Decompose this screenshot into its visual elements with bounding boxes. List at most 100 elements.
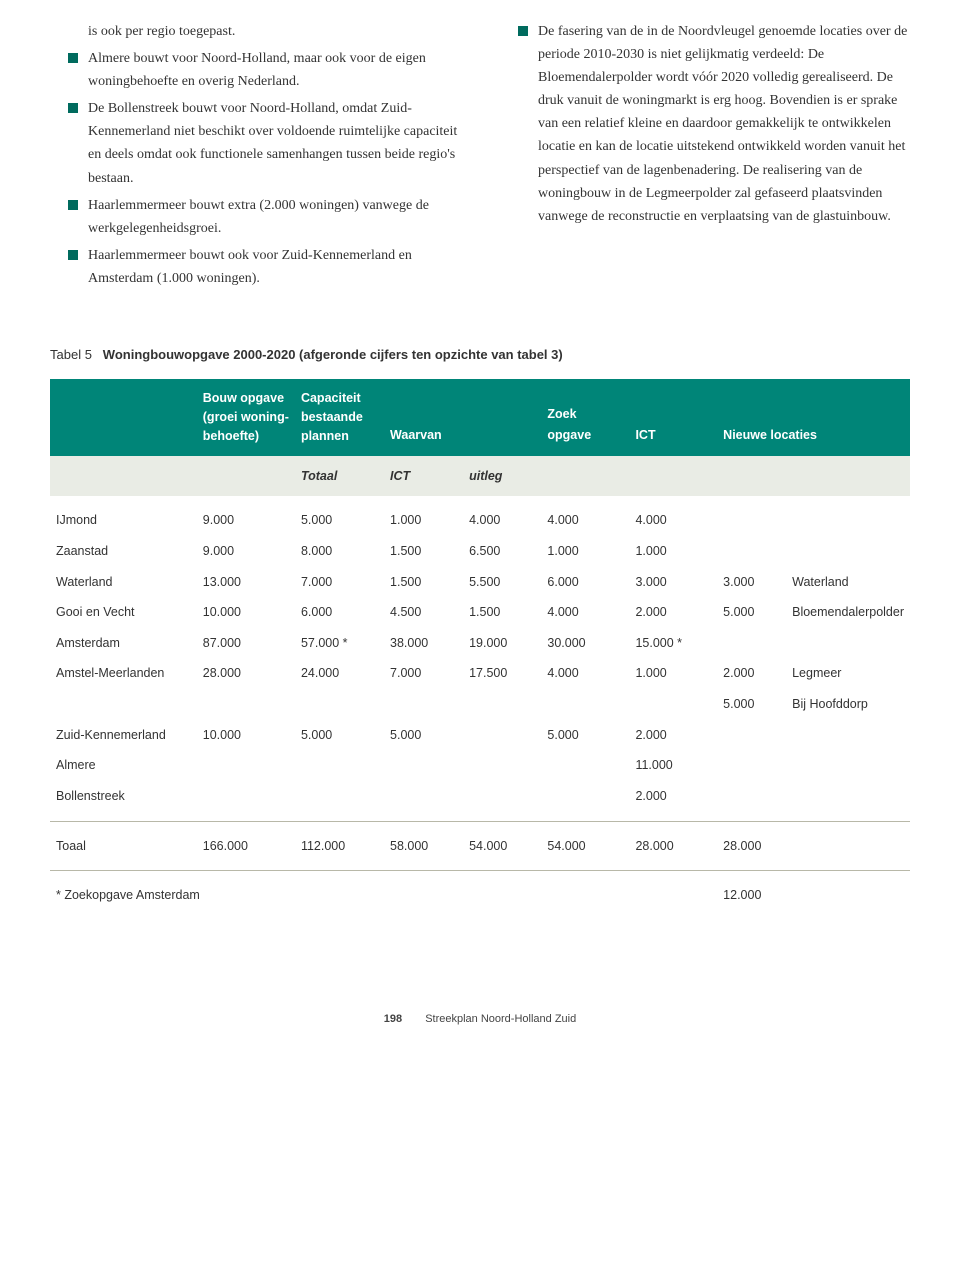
table-cell: 10.000 [197,597,295,628]
table-title: Woningbouwopgave 2000-2020 (afgeronde ci… [103,347,563,362]
table-number: Tabel 5 [50,347,92,362]
page-number: 198 [384,1013,402,1025]
table-cell: 2.000 [629,597,717,628]
table-row: Waterland13.0007.0001.5005.5006.0003.000… [50,567,910,598]
table-cell: 2.000 [629,781,717,821]
bullet-item: Haarlemmermeer bouwt ook voor Zuid-Kenne… [50,244,460,290]
table-cell [197,750,295,781]
table-cell [463,750,541,781]
table-cell [384,781,463,821]
table-cell [717,628,786,659]
table-cell: Almere [50,750,197,781]
footnote-value: 12.000 [717,871,786,920]
table-cell: 30.000 [541,628,629,659]
table-cell: Amstel-Meerlanden [50,658,197,689]
table-cell: 54.000 [541,821,629,871]
table-cell [786,781,910,821]
table-cell: 3.000 [629,567,717,598]
bullet-item: Almere bouwt voor Noord-Holland, maar oo… [50,47,460,93]
table-header-secondary: Totaal ICT uitleg [50,456,910,497]
table-row: IJmond9.0005.0001.0004.0004.0004.000 [50,496,910,536]
table-cell [786,628,910,659]
table-cell [717,496,786,536]
table-cell: 5.500 [463,567,541,598]
table-header-primary: Bouw opgave (groei woning-behoefte) Capa… [50,379,910,455]
bullet-text: De fasering van de in de Noordvleugel ge… [538,20,910,228]
table-cell: 1.000 [629,536,717,567]
table-cell: Toaal [50,821,197,871]
table-total-row: Toaal166.000112.00058.00054.00054.00028.… [50,821,910,871]
th-capaciteit: Capaciteit bestaande plannen [295,379,384,455]
table-cell: 2.000 [717,658,786,689]
table-cell: 4.500 [384,597,463,628]
table-cell: 6.500 [463,536,541,567]
document-title: Streekplan Noord-Holland Zuid [425,1013,576,1025]
page-footer: 198 Streekplan Noord-Holland Zuid [50,1010,910,1028]
table-cell: 1.500 [384,536,463,567]
table-cell: 6.000 [541,567,629,598]
table-cell [541,781,629,821]
data-table: Bouw opgave (groei woning-behoefte) Capa… [50,379,910,919]
table-cell: 57.000 * [295,628,384,659]
table-cell [786,750,910,781]
table-cell: 1.000 [629,658,717,689]
th-totaal: Totaal [295,456,384,497]
table-cell [463,689,541,720]
square-bullet-icon [68,200,78,210]
table-cell: 28.000 [717,821,786,871]
square-bullet-icon [518,26,528,36]
table-row: Amsterdam87.00057.000 *38.00019.00030.00… [50,628,910,659]
footnote-label: * Zoekopgave Amsterdam [50,871,717,920]
bullet-item: De Bollenstreek bouwt voor Noord-Holland… [50,97,460,189]
table-cell: 28.000 [629,821,717,871]
table-cell [717,750,786,781]
table-cell [717,720,786,751]
table-cell: IJmond [50,496,197,536]
table-cell: 1.000 [384,496,463,536]
table-cell: 9.000 [197,536,295,567]
table-cell [541,750,629,781]
table-cell: Legmeer [786,658,910,689]
table-cell: 112.000 [295,821,384,871]
table-row: Almere 11.000 [50,750,910,781]
square-bullet-icon [68,250,78,260]
th-bouwopgave: Bouw opgave (groei woning-behoefte) [197,379,295,455]
th-zoekopgave: Zoek opgave [541,379,629,455]
table-cell: 5.000 [717,597,786,628]
table-cell: Bloemendalerpolder [786,597,910,628]
table-cell: 5.000 [541,720,629,751]
table-cell [463,720,541,751]
table-cell [384,689,463,720]
square-bullet-icon [68,103,78,113]
table-cell: 4.000 [463,496,541,536]
table-cell [786,821,910,871]
table-cell: 87.000 [197,628,295,659]
table-cell: 38.000 [384,628,463,659]
table-cell: 5.000 [717,689,786,720]
table-cell: 24.000 [295,658,384,689]
table-row: Amstel-Meerlanden28.00024.0007.00017.500… [50,658,910,689]
table-cell [786,496,910,536]
table-cell: 5.000 [295,720,384,751]
square-bullet-icon [68,53,78,63]
table-cell: 1.500 [384,567,463,598]
table-cell [786,536,910,567]
table-cell: 58.000 [384,821,463,871]
table-cell: Waterland [50,567,197,598]
table-cell: 15.000 * [629,628,717,659]
table-cell: 9.000 [197,496,295,536]
table-cell: 8.000 [295,536,384,567]
right-column: De fasering van de in de Noordvleugel ge… [500,20,910,294]
table-cell: 4.000 [541,496,629,536]
table-cell: 11.000 [629,750,717,781]
table-cell: Waterland [786,567,910,598]
table-row: Bollenstreek2.000 [50,781,910,821]
table-cell: Amsterdam [50,628,197,659]
table-row: Gooi en Vecht10.0006.0004.5001.5004.0002… [50,597,910,628]
table-cell [295,781,384,821]
intro-line: is ook per regio toegepast. [88,20,460,43]
table-cell: 3.000 [717,567,786,598]
table-cell [717,781,786,821]
th-ict: ICT [629,379,717,455]
th-region [50,379,197,455]
